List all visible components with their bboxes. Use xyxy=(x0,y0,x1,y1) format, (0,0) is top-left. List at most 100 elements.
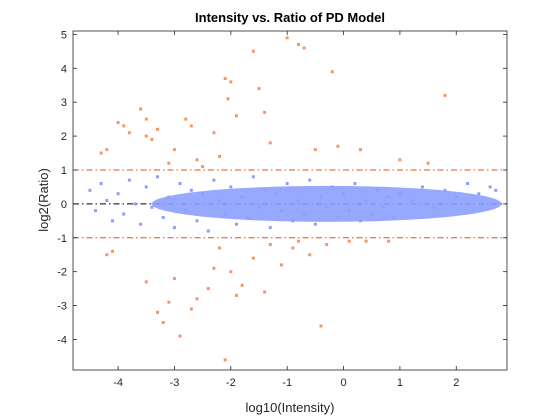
data-point xyxy=(206,229,210,233)
data-point xyxy=(226,97,230,101)
y-tick-label: 4 xyxy=(61,63,67,75)
data-point xyxy=(347,239,351,243)
data-point xyxy=(387,239,391,243)
x-tick-label: -3 xyxy=(170,377,180,389)
data-point xyxy=(144,134,148,138)
data-point xyxy=(212,131,216,135)
x-tick-label: 1 xyxy=(397,377,403,389)
data-point xyxy=(313,148,317,152)
y-tick-label: -4 xyxy=(57,334,67,346)
data-point xyxy=(308,178,312,182)
y-tick-label: -3 xyxy=(57,301,67,313)
data-point xyxy=(268,141,272,145)
data-point xyxy=(229,185,233,189)
data-point xyxy=(443,93,447,97)
data-point xyxy=(285,36,289,40)
data-point xyxy=(189,307,193,311)
y-axis-ticks: -4 -3 -2 -1 0 1 2 3 4 5 xyxy=(57,29,507,346)
x-tick-label: -4 xyxy=(113,377,123,389)
data-point xyxy=(156,127,160,131)
data-point xyxy=(116,192,120,196)
dense-point-cloud xyxy=(151,185,502,222)
data-point xyxy=(212,178,216,182)
data-point xyxy=(268,243,272,247)
data-point xyxy=(488,185,492,189)
data-point xyxy=(223,358,227,362)
data-point xyxy=(172,276,176,280)
data-point xyxy=(189,124,193,128)
data-point xyxy=(234,293,238,297)
data-point xyxy=(268,226,272,230)
data-point xyxy=(229,270,233,274)
data-point xyxy=(251,49,255,53)
data-point xyxy=(296,239,300,243)
data-point xyxy=(122,124,126,128)
data-point xyxy=(206,287,210,291)
data-point xyxy=(296,43,300,47)
y-tick-label: 2 xyxy=(61,131,67,143)
y-tick-label: 1 xyxy=(61,165,67,177)
data-point xyxy=(156,175,160,179)
data-point xyxy=(319,324,323,328)
y-tick-label: -1 xyxy=(57,233,67,245)
x-tick-label: 2 xyxy=(453,377,459,389)
data-point xyxy=(161,321,165,325)
x-tick-label: -1 xyxy=(282,377,292,389)
data-point xyxy=(263,110,267,114)
data-point xyxy=(364,239,368,243)
data-point xyxy=(398,158,402,162)
data-point xyxy=(105,199,109,202)
data-point xyxy=(325,243,329,247)
data-point xyxy=(122,212,126,216)
data-point xyxy=(139,222,143,226)
data-point xyxy=(426,161,430,165)
axes-box xyxy=(72,30,508,371)
data-point xyxy=(167,161,171,165)
data-point xyxy=(257,87,261,91)
data-point xyxy=(184,117,188,121)
data-point xyxy=(285,182,289,186)
data-point xyxy=(234,222,238,226)
x-tick-label: 0 xyxy=(340,377,346,389)
data-point xyxy=(178,334,182,338)
data-point xyxy=(99,182,103,186)
data-point xyxy=(336,144,340,148)
y-tick-label: 3 xyxy=(61,97,67,109)
y-axis-label: log2(Ratio) xyxy=(36,168,51,232)
data-point xyxy=(251,175,255,179)
y-tick-label: 0 xyxy=(61,199,67,211)
data-point xyxy=(302,46,306,50)
data-point xyxy=(195,297,199,301)
data-point xyxy=(116,121,120,125)
data-point xyxy=(201,165,205,169)
chart-title: Intensity vs. Ratio of PD Model xyxy=(195,10,385,25)
data-point xyxy=(223,76,227,80)
data-point xyxy=(161,215,165,219)
data-point xyxy=(229,80,233,84)
data-point xyxy=(195,158,199,162)
data-point xyxy=(105,148,109,152)
data-point xyxy=(139,107,143,111)
data-points xyxy=(88,36,502,362)
data-point xyxy=(88,188,92,192)
data-point xyxy=(240,283,244,287)
x-axis-label: log10(Intensity) xyxy=(246,400,335,415)
data-point xyxy=(291,246,295,250)
data-point xyxy=(234,114,238,118)
data-point xyxy=(195,219,199,223)
data-point xyxy=(99,151,103,155)
data-point xyxy=(330,70,334,74)
data-point xyxy=(263,290,267,294)
data-point xyxy=(105,253,109,257)
data-point xyxy=(150,137,154,141)
data-point xyxy=(144,185,148,189)
data-point xyxy=(251,256,255,260)
data-point xyxy=(218,246,222,250)
data-point xyxy=(144,280,148,284)
data-point xyxy=(189,188,193,192)
data-point xyxy=(127,131,131,135)
data-point xyxy=(150,205,154,209)
data-point xyxy=(280,263,284,267)
data-point xyxy=(133,202,137,206)
